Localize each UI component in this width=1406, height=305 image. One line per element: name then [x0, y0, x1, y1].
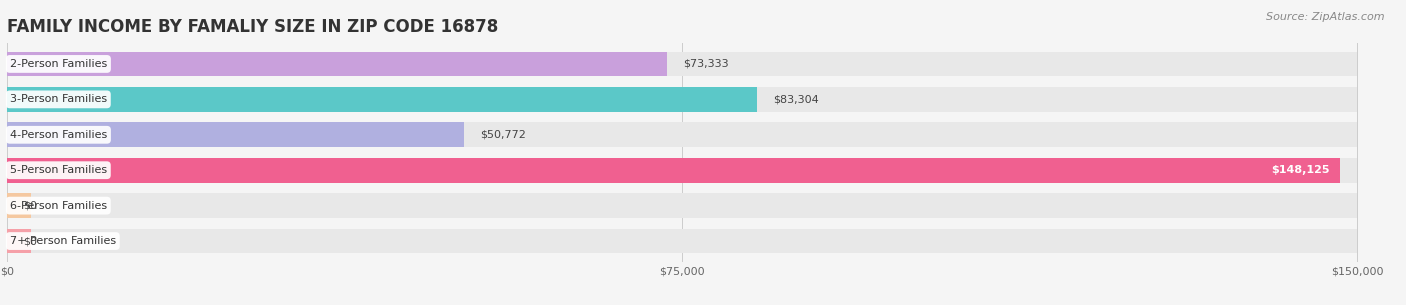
Bar — [7, 87, 756, 112]
Bar — [7, 193, 31, 218]
Bar — [7, 158, 1340, 183]
Bar — [7, 52, 668, 76]
Text: 2-Person Families: 2-Person Families — [10, 59, 107, 69]
Bar — [7, 122, 1357, 147]
Text: 6-Person Families: 6-Person Families — [10, 201, 107, 211]
Text: 3-Person Families: 3-Person Families — [10, 94, 107, 104]
Text: $50,772: $50,772 — [481, 130, 526, 140]
Text: $0: $0 — [24, 236, 37, 246]
Text: $148,125: $148,125 — [1271, 165, 1330, 175]
Bar — [7, 158, 1357, 183]
Bar — [7, 87, 1357, 112]
Text: 5-Person Families: 5-Person Families — [10, 165, 107, 175]
Text: 7+ Person Families: 7+ Person Families — [10, 236, 115, 246]
Bar — [7, 52, 1357, 76]
Bar — [7, 229, 1357, 253]
Text: Source: ZipAtlas.com: Source: ZipAtlas.com — [1267, 12, 1385, 22]
Text: $0: $0 — [24, 201, 37, 211]
Text: $73,333: $73,333 — [683, 59, 728, 69]
Text: 4-Person Families: 4-Person Families — [10, 130, 107, 140]
Bar — [7, 229, 31, 253]
Bar — [7, 193, 1357, 218]
Text: $83,304: $83,304 — [773, 94, 818, 104]
Text: FAMILY INCOME BY FAMALIY SIZE IN ZIP CODE 16878: FAMILY INCOME BY FAMALIY SIZE IN ZIP COD… — [7, 18, 498, 36]
Bar — [7, 122, 464, 147]
